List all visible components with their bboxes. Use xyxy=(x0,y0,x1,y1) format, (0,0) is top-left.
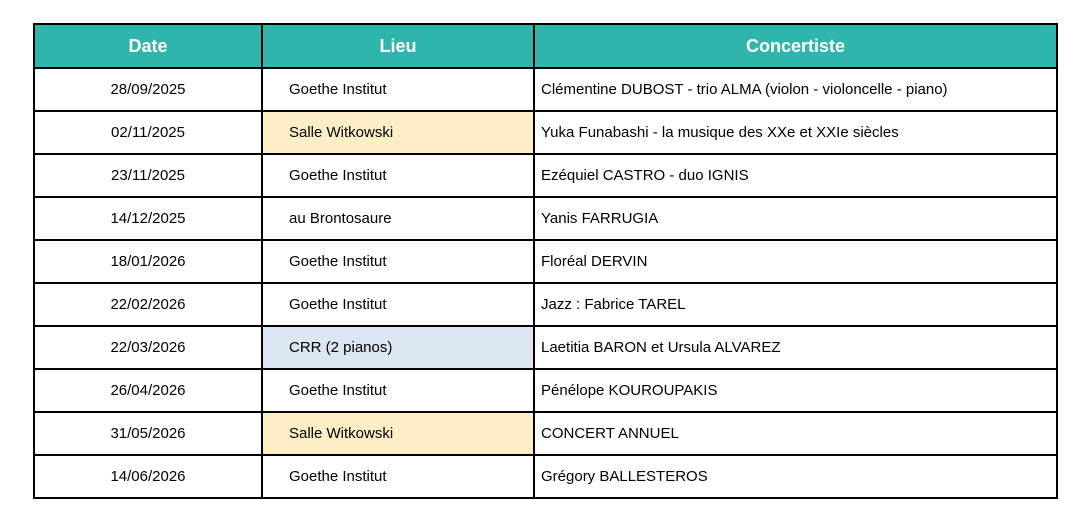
date-cell: 31/05/2026 xyxy=(33,411,263,456)
table-row: 23/11/2025 Goethe Institut Ezéquiel CAST… xyxy=(33,153,1058,198)
table-row: 26/04/2026 Goethe Institut Pénélope KOUR… xyxy=(33,368,1058,413)
concertiste-cell: Yanis FARRUGIA xyxy=(533,196,1058,241)
lieu-cell: Salle Witkowski xyxy=(261,411,535,456)
concertiste-cell: Grégory BALLESTEROS xyxy=(533,454,1058,499)
lieu-cell: Goethe Institut xyxy=(261,239,535,284)
table-row: 22/03/2026 CRR (2 pianos) Laetitia BARON… xyxy=(33,325,1058,370)
column-header-concertiste: Concertiste xyxy=(533,23,1058,69)
lieu-cell: Goethe Institut xyxy=(261,282,535,327)
date-cell: 22/03/2026 xyxy=(33,325,263,370)
table-row: 18/01/2026 Goethe Institut Floréal DERVI… xyxy=(33,239,1058,284)
lieu-cell: Goethe Institut xyxy=(261,454,535,499)
table-header-row: Date Lieu Concertiste xyxy=(33,23,1058,69)
concertiste-cell: Ezéquiel CASTRO - duo IGNIS xyxy=(533,153,1058,198)
date-cell: 28/09/2025 xyxy=(33,67,263,112)
table-row: 14/06/2026 Goethe Institut Grégory BALLE… xyxy=(33,454,1058,499)
lieu-cell: Goethe Institut xyxy=(261,67,535,112)
lieu-cell: Goethe Institut xyxy=(261,368,535,413)
date-cell: 23/11/2025 xyxy=(33,153,263,198)
lieu-cell: CRR (2 pianos) xyxy=(261,325,535,370)
concertiste-cell: Laetitia BARON et Ursula ALVAREZ xyxy=(533,325,1058,370)
concertiste-cell: Jazz : Fabrice TAREL xyxy=(533,282,1058,327)
date-cell: 18/01/2026 xyxy=(33,239,263,284)
date-cell: 26/04/2026 xyxy=(33,368,263,413)
concert-schedule: Date Lieu Concertiste 28/09/2025 Goethe … xyxy=(33,23,1058,499)
concert-schedule-table: Date Lieu Concertiste 28/09/2025 Goethe … xyxy=(33,23,1058,499)
date-cell: 14/06/2026 xyxy=(33,454,263,499)
table-row: 02/11/2025 Salle Witkowski Yuka Funabash… xyxy=(33,110,1058,155)
concertiste-cell: Yuka Funabashi - la musique des XXe et X… xyxy=(533,110,1058,155)
lieu-cell: Salle Witkowski xyxy=(261,110,535,155)
concertiste-cell: Pénélope KOUROUPAKIS xyxy=(533,368,1058,413)
date-cell: 22/02/2026 xyxy=(33,282,263,327)
table-row: 31/05/2026 Salle Witkowski CONCERT ANNUE… xyxy=(33,411,1058,456)
lieu-cell: au Brontosaure xyxy=(261,196,535,241)
date-cell: 02/11/2025 xyxy=(33,110,263,155)
column-header-lieu: Lieu xyxy=(261,23,535,69)
table-row: 14/12/2025 au Brontosaure Yanis FARRUGIA xyxy=(33,196,1058,241)
concertiste-cell: Clémentine DUBOST - trio ALMA (violon - … xyxy=(533,67,1058,112)
concertiste-cell: CONCERT ANNUEL xyxy=(533,411,1058,456)
column-header-date: Date xyxy=(33,23,263,69)
concertiste-cell: Floréal DERVIN xyxy=(533,239,1058,284)
lieu-cell: Goethe Institut xyxy=(261,153,535,198)
date-cell: 14/12/2025 xyxy=(33,196,263,241)
table-row: 28/09/2025 Goethe Institut Clémentine DU… xyxy=(33,67,1058,112)
table-row: 22/02/2026 Goethe Institut Jazz : Fabric… xyxy=(33,282,1058,327)
